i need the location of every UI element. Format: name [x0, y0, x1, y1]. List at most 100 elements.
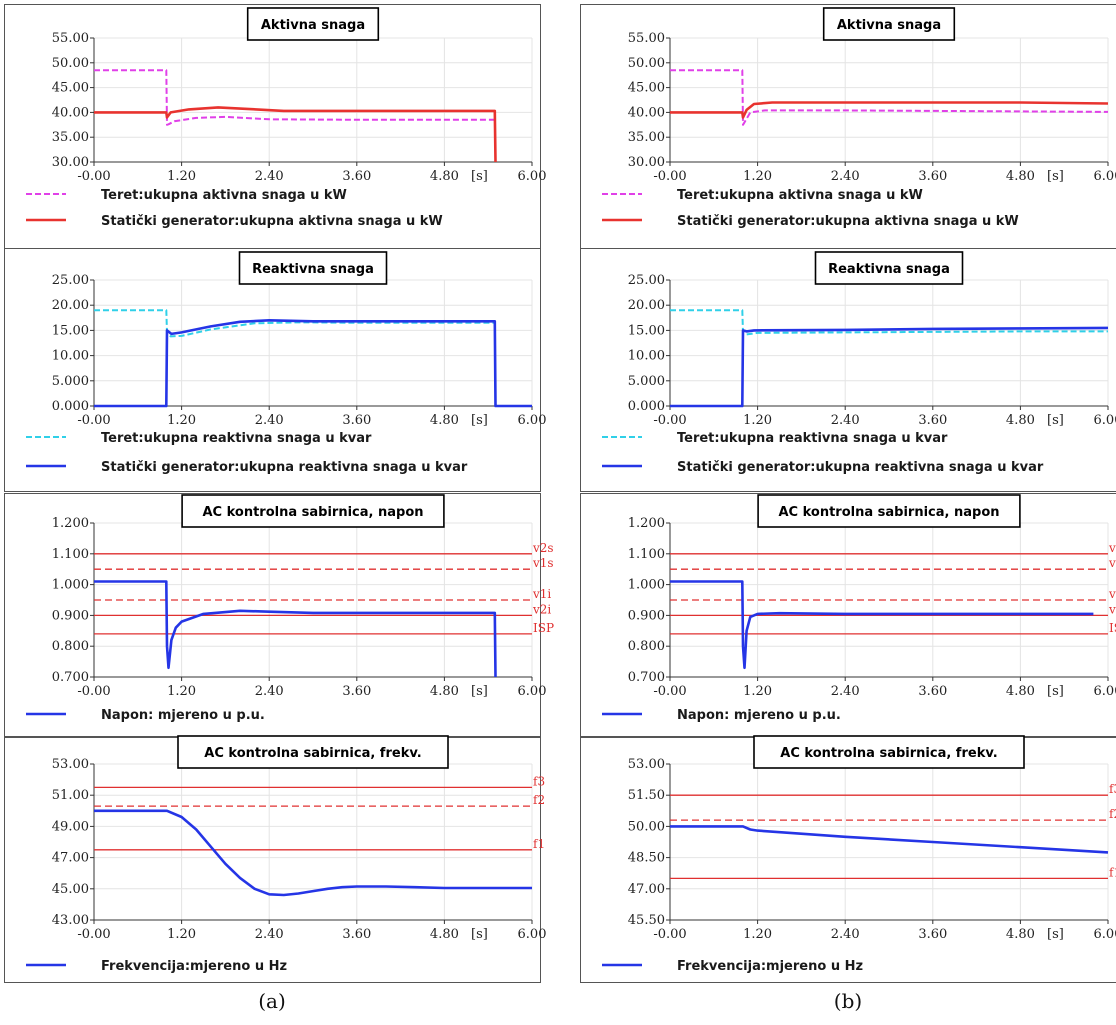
y-tick-label: 1.100	[628, 547, 665, 562]
x-tick-label: 6.00	[1094, 927, 1116, 942]
chart-title: AC kontrolna sabirnica, napon	[778, 505, 999, 520]
chart-b-p: 30.00 35.00 40.00 45.00 50.00 55.00 -0.00 1.20 2…	[602, 7, 1116, 229]
y-tick-label: 25.00	[52, 273, 89, 288]
y-tick-label: 0.900	[628, 608, 665, 623]
legend-label: Statički generator:ukupna reaktivna snag…	[101, 460, 468, 475]
x-tick-label: 6.00	[1094, 684, 1116, 699]
title-box	[177, 735, 449, 769]
x-tick-label: 6.00	[518, 413, 547, 428]
series-line-1	[670, 825, 1109, 854]
y-tick-label: 0.900	[52, 608, 89, 623]
title-box	[814, 251, 964, 285]
y-tick-label: 40.00	[628, 105, 665, 120]
chart-a-f: 43.00 45.00 47.00 49.00 51.00 53.00 -0.00 1.20 2…	[26, 735, 546, 974]
ref-label-ISP: ISP	[1109, 621, 1116, 635]
x-tick-label: 2.40	[831, 684, 860, 699]
y-tick-label: 43.00	[52, 913, 89, 928]
chart-title: AC kontrolna sabirnica, napon	[202, 505, 423, 520]
legend-label: Napon: mjereno u p.u.	[677, 708, 841, 723]
y-tick-label: 15.00	[52, 323, 89, 338]
y-tick-label: 0.800	[52, 639, 89, 654]
series-line-2	[670, 326, 1109, 408]
x-tick-label: 3.60	[918, 927, 947, 942]
title-box	[238, 251, 388, 285]
y-tick-label: 20.00	[52, 298, 89, 313]
y-tick-label: 40.00	[52, 105, 89, 120]
y-tick-label: 25.00	[628, 273, 665, 288]
x-tick-label: 4.80	[1006, 413, 1035, 428]
x-tick-label: -0.00	[653, 413, 686, 428]
y-tick-label: 1.100	[52, 547, 89, 562]
y-tick-label: 30.00	[628, 155, 665, 170]
x-tick-label: 1.20	[167, 684, 196, 699]
ref-label-f2: f2	[1109, 807, 1116, 821]
x-tick-label: 3.60	[918, 413, 947, 428]
series-line-1	[670, 309, 1108, 336]
x-tick-label: -0.00	[77, 413, 110, 428]
x-unit-label: [s]	[1047, 684, 1064, 699]
y-tick-label: 0.700	[52, 670, 89, 685]
legend-label: Teret:ukupna reaktivna snaga u kvar	[101, 431, 372, 446]
x-tick-label: 4.80	[1006, 927, 1035, 942]
x-tick-label: 6.00	[518, 684, 547, 699]
ref-label-ISP: ISP	[533, 621, 554, 635]
x-tick-label: -0.00	[653, 927, 686, 942]
ref-label-v1s: v1s	[1108, 556, 1116, 570]
series-line-1	[670, 580, 1094, 670]
x-unit-label: [s]	[471, 927, 488, 942]
chart-b-q: 0.000 5.000 10.00 15.00 20.00 25.00 -0.00 1.20 2…	[602, 251, 1116, 475]
x-unit-label: [s]	[1047, 169, 1064, 184]
x-tick-label: 2.40	[255, 684, 284, 699]
x-tick-label: 2.40	[255, 169, 284, 184]
x-tick-label: 6.00	[1094, 413, 1116, 428]
x-tick-label: 4.80	[430, 684, 459, 699]
x-unit-label: [s]	[1047, 927, 1064, 942]
chart-title: Aktivna snaga	[837, 18, 941, 33]
y-tick-label: 55.00	[628, 31, 665, 46]
legend-label: Statički generator:ukupna reaktivna snag…	[677, 460, 1044, 475]
x-tick-label: 1.20	[167, 927, 196, 942]
ref-label-v2i: v2i	[1108, 602, 1116, 616]
y-tick-label: 0.700	[628, 670, 665, 685]
chart-title: Aktivna snaga	[261, 18, 365, 33]
legend-label: Statički generator:ukupna aktivna snaga …	[677, 214, 1019, 229]
legend-label: Frekvencija:mjereno u Hz	[677, 959, 863, 974]
y-tick-label: 51.50	[628, 788, 665, 803]
x-tick-label: 6.00	[1094, 169, 1116, 184]
series-line-2	[670, 101, 1109, 119]
y-tick-label: 49.00	[52, 819, 89, 834]
y-tick-label: 47.00	[52, 851, 89, 866]
chart-title: AC kontrolna sabirnica, frekv.	[204, 746, 421, 761]
y-tick-label: 35.00	[628, 130, 665, 145]
y-tick-label: 20.00	[628, 298, 665, 313]
ref-label-v1i: v1i	[532, 587, 551, 601]
title-box	[753, 735, 1025, 769]
series-line-1	[94, 309, 496, 338]
title-box	[246, 7, 380, 41]
y-tick-label: 5.000	[628, 374, 665, 389]
x-tick-label: 2.40	[255, 927, 284, 942]
y-tick-label: 45.00	[628, 81, 665, 96]
x-tick-label: 4.80	[1006, 169, 1035, 184]
y-tick-label: 15.00	[628, 323, 665, 338]
x-tick-label: -0.00	[653, 169, 686, 184]
y-tick-label: 30.00	[52, 155, 89, 170]
series-line-1	[94, 69, 496, 126]
x-tick-label: 1.20	[743, 413, 772, 428]
legend-label: Teret:ukupna aktivna snaga u kW	[101, 188, 347, 203]
x-tick-label: 1.20	[167, 413, 196, 428]
x-tick-label: -0.00	[653, 684, 686, 699]
x-tick-label: -0.00	[77, 169, 110, 184]
x-tick-label: 3.60	[918, 684, 947, 699]
y-tick-label: 48.50	[628, 851, 665, 866]
y-tick-label: 53.00	[628, 757, 665, 772]
x-tick-label: 2.40	[831, 413, 860, 428]
x-tick-label: 1.20	[743, 927, 772, 942]
series-line-1	[94, 809, 532, 897]
x-tick-label: 6.00	[518, 169, 547, 184]
subfigure-label-b: (b)	[834, 989, 862, 1013]
x-tick-label: 1.20	[743, 684, 772, 699]
legend-label: Statički generator:ukupna aktivna snaga …	[101, 214, 443, 229]
y-tick-label: 51.00	[52, 788, 89, 803]
